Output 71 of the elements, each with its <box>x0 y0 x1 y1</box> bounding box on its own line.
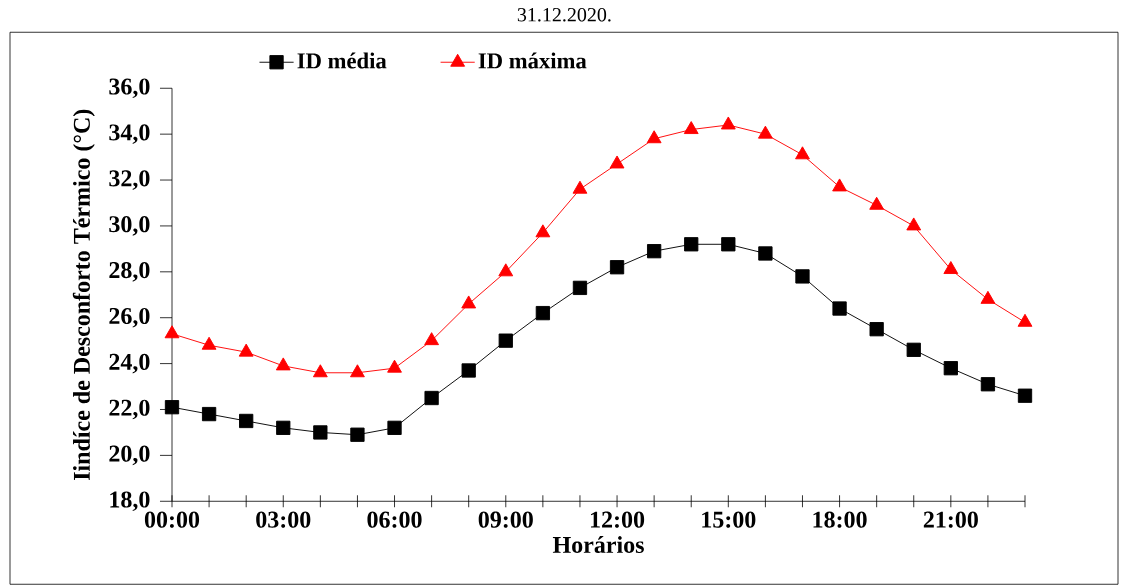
x-tick-label: 21:00 <box>923 511 978 528</box>
point <box>498 333 513 348</box>
point <box>535 305 551 321</box>
y-tick-label: 20,0 <box>109 445 150 466</box>
point <box>609 155 625 169</box>
x-axis-title: Horários <box>552 535 644 553</box>
x-tick-label: 06:00 <box>367 511 422 528</box>
y-tick-label: 26,0 <box>109 307 150 328</box>
point <box>758 246 773 261</box>
point <box>164 399 180 415</box>
x-tick-label: 03:00 <box>256 511 311 528</box>
point <box>646 130 662 144</box>
point <box>312 364 328 378</box>
point <box>424 332 440 345</box>
x-tick-label: 00:00 <box>144 511 200 528</box>
point <box>906 342 921 357</box>
point <box>238 343 254 357</box>
point <box>609 259 625 275</box>
point <box>201 336 217 350</box>
y-tick-label: 18,0 <box>110 491 150 511</box>
point <box>943 260 959 274</box>
point <box>832 178 847 192</box>
point <box>721 237 736 252</box>
point <box>387 359 402 373</box>
x-tick-label: 12:00 <box>590 511 645 528</box>
x-tick-label: 15:00 <box>702 511 756 528</box>
point <box>350 364 365 378</box>
point <box>275 357 291 371</box>
point <box>906 217 922 231</box>
point <box>647 243 662 259</box>
y-tick-label: 22,0 <box>109 399 150 420</box>
y-tick-label: 32,0 <box>109 170 150 190</box>
point <box>164 325 180 339</box>
point <box>943 360 958 376</box>
point <box>498 263 514 277</box>
point <box>350 427 365 442</box>
y-tick-label: 24,0 <box>109 353 150 374</box>
y-tick-label: 28,0 <box>109 261 150 282</box>
point <box>572 180 588 194</box>
point <box>424 390 439 406</box>
legend-label: ID média <box>297 52 387 69</box>
y-tick-label: 30,0 <box>109 215 150 236</box>
point <box>869 196 885 210</box>
point <box>683 120 699 134</box>
point <box>980 376 996 392</box>
chart-title: 31.12.2020. <box>517 7 611 22</box>
point <box>572 280 588 295</box>
x-tick-label: 09:00 <box>478 511 533 528</box>
point <box>980 290 996 304</box>
point <box>869 321 884 337</box>
y-tick-label: 36,0 <box>109 78 150 98</box>
point <box>795 146 810 160</box>
point <box>201 406 217 422</box>
point <box>1017 388 1033 403</box>
point <box>461 295 477 309</box>
point <box>1017 313 1033 327</box>
point <box>313 425 328 440</box>
y-tick-label: 34,0 <box>109 124 150 144</box>
point <box>684 237 699 252</box>
point <box>461 363 476 378</box>
point <box>239 413 254 428</box>
point <box>720 116 736 130</box>
point <box>387 420 402 435</box>
point <box>535 224 551 238</box>
y-axis-title: Iindíce de Desconforto Térmico (°C) <box>72 109 95 480</box>
point <box>795 269 810 284</box>
point <box>276 420 291 435</box>
legend-label: ID máxima <box>478 52 587 69</box>
point <box>832 301 847 316</box>
x-tick-label: 18:00 <box>813 511 867 528</box>
point <box>758 125 773 139</box>
